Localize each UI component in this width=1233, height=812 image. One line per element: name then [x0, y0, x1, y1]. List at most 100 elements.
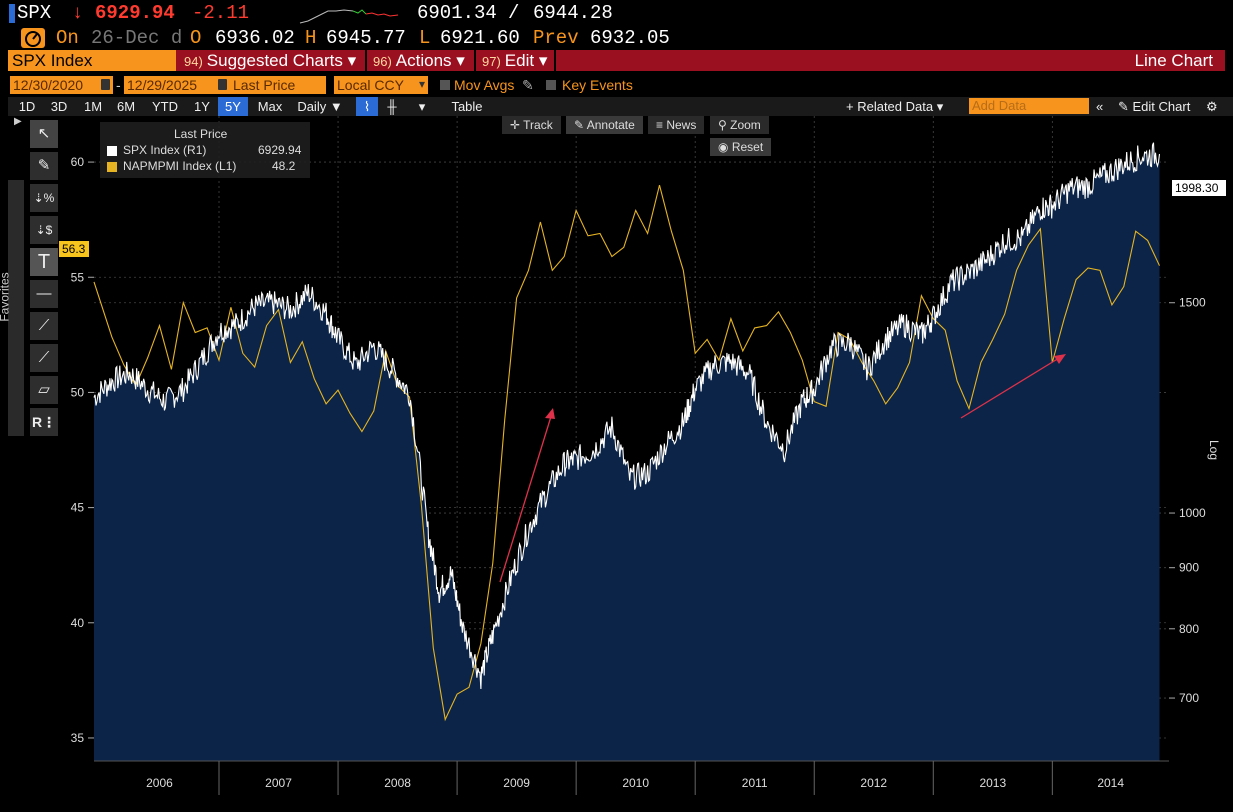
x-tick-label: 2007 — [265, 776, 292, 790]
range-low: 6901.34 — [417, 2, 497, 24]
pointer-tool-icon[interactable]: ↖ — [30, 120, 58, 148]
magnifier-icon: ⚲ — [718, 118, 731, 132]
header-divider — [474, 50, 476, 71]
settings-gear-icon[interactable]: ⚙ — [1206, 99, 1218, 114]
x-tick-label: 2013 — [979, 776, 1006, 790]
start-date-value: 12/30/2020 — [13, 77, 84, 93]
edit-chart-label: Edit Chart — [1132, 99, 1191, 114]
right-tick-label: 700 — [1179, 691, 1199, 705]
bar-chart-icon[interactable]: ╫ — [387, 99, 397, 114]
annotation-arrow-2013 — [960, 354, 1065, 419]
mov-avgs-checkbox[interactable] — [440, 80, 450, 90]
realtime-gauge-icon[interactable] — [21, 28, 45, 48]
horizontal-line-icon[interactable]: — — [30, 280, 58, 308]
end-date-value: 12/29/2025 — [127, 77, 198, 93]
prev-value: 6932.05 — [590, 27, 670, 49]
start-date-field[interactable]: 12/30/2020 — [10, 76, 113, 94]
calendar-icon[interactable] — [218, 79, 227, 90]
intraday-sparkline — [299, 9, 399, 24]
line-chart-icon[interactable]: ⌇ — [356, 97, 378, 116]
right-tick-label: 900 — [1179, 561, 1199, 575]
security-field[interactable]: SPX Index — [8, 50, 176, 71]
edit-label: Edit ▾ — [504, 51, 548, 70]
related-data-button[interactable]: + Related Data ▾ — [846, 99, 944, 114]
currency-select[interactable]: Local CCY ▾ — [334, 76, 428, 94]
pencil-tool-icon[interactable]: ✎ — [30, 152, 58, 180]
end-date-field[interactable]: 12/29/2025 — [124, 76, 230, 94]
pencil-icon[interactable]: ✎ — [522, 77, 534, 93]
track-button[interactable]: ✛ Track — [502, 116, 561, 134]
channel-tool-icon[interactable]: ▱ — [30, 376, 58, 404]
legend-swatch-spx — [107, 146, 117, 156]
edit-menu[interactable]: 97) Edit ▾ — [482, 50, 547, 71]
percent-measure-icon[interactable]: ⇣% — [30, 184, 58, 212]
period-1y[interactable]: 1Y — [194, 99, 210, 114]
legend-name-spx[interactable]: SPX Index (R1) — [123, 143, 207, 157]
zoom-button[interactable]: ⚲ Zoom — [710, 116, 769, 134]
current-spx-tag — [1172, 180, 1226, 196]
period-ytd[interactable]: YTD — [152, 99, 178, 114]
collapse-icon[interactable]: « — [1096, 99, 1104, 114]
x-axis-band — [94, 761, 1169, 795]
key-events-checkbox[interactable] — [546, 80, 556, 90]
left-tick-label: 45 — [71, 501, 85, 515]
last-price: 6929.94 — [95, 2, 175, 24]
quote-date: 26-Dec d — [91, 27, 183, 49]
dollar-measure-icon[interactable]: ⇣$ — [30, 216, 58, 244]
edit-num: 97) — [482, 54, 501, 69]
price-field-select[interactable]: Last Price — [230, 76, 326, 94]
text-tool-icon[interactable]: T — [30, 248, 58, 276]
header-divider — [554, 50, 556, 71]
table-button[interactable]: Table — [451, 99, 483, 114]
ticker-marker — [9, 4, 15, 23]
left-tick-label: 40 — [71, 616, 85, 630]
period-5y[interactable]: 5Y — [218, 97, 248, 116]
left-tick-label: 50 — [71, 385, 85, 399]
news-icon: ≡ — [656, 118, 667, 132]
actions-menu[interactable]: 96) Actions ▾ — [373, 50, 465, 71]
period-3d[interactable]: 3D — [50, 99, 68, 114]
reset-button[interactable]: ◉ Reset — [710, 138, 772, 156]
period-max[interactable]: Max — [257, 99, 283, 114]
spx-series-line — [93, 142, 1161, 690]
edit-chart-button[interactable]: ✎ Edit Chart — [1118, 97, 1190, 116]
period-1d[interactable]: 1D — [18, 99, 36, 114]
period-6m[interactable]: 6M — [116, 99, 136, 114]
right-tick-label: 1500 — [1179, 296, 1206, 310]
legend-name-pmi[interactable]: NAPMPMI Index (L1) — [123, 159, 237, 173]
chevron-down-icon: ▾ — [418, 77, 425, 91]
reset-icon: ◉ — [718, 140, 732, 154]
period-1m[interactable]: 1M — [83, 99, 103, 114]
chart-type-dropdown-icon[interactable]: ▾ — [418, 99, 426, 114]
calendar-icon[interactable] — [101, 79, 110, 90]
header-divider — [365, 50, 367, 71]
high-value: 6945.77 — [326, 27, 406, 49]
retracement-tool-icon[interactable]: R⋮ — [30, 408, 58, 436]
down-arrow-icon: ↓ — [72, 2, 84, 24]
ray-line-icon[interactable]: ⟋ — [30, 344, 58, 372]
toolbar-collapse-icon[interactable]: ▶ — [14, 116, 22, 127]
annotation-arrowhead-2009 — [545, 408, 555, 419]
chart-type-title: Line Chart — [1134, 51, 1213, 70]
ticker-symbol[interactable]: SPX — [17, 2, 52, 24]
current-pmi-tag — [59, 241, 89, 257]
zoom-label: Zoom — [730, 118, 761, 132]
date-separator: - — [116, 77, 121, 93]
actions-num: 96) — [373, 54, 392, 69]
news-button[interactable]: ≡ News — [648, 116, 705, 134]
annotate-button[interactable]: ✎ Annotate — [566, 116, 643, 134]
trend-line-icon[interactable]: ⟋ — [30, 312, 58, 340]
suggested-charts-menu[interactable]: 94) Suggested Charts ▾ — [184, 50, 356, 71]
key-events-label[interactable]: Key Events — [562, 77, 633, 93]
news-label: News — [666, 118, 697, 132]
frequency-select[interactable]: Daily ▼ — [297, 99, 343, 114]
range-high: 6944.28 — [533, 2, 613, 24]
current-spx-value: 1998.30 — [1175, 181, 1219, 195]
favorites-tab[interactable]: Favorites — [0, 180, 24, 436]
mov-avgs-label[interactable]: Mov Avgs — [454, 77, 515, 93]
add-data-input[interactable]: Add Data — [969, 98, 1089, 114]
track-label: Track — [523, 118, 553, 132]
edit-chart-pencil-icon: ✎ — [1118, 99, 1133, 114]
annotate-label: Annotate — [586, 118, 635, 132]
